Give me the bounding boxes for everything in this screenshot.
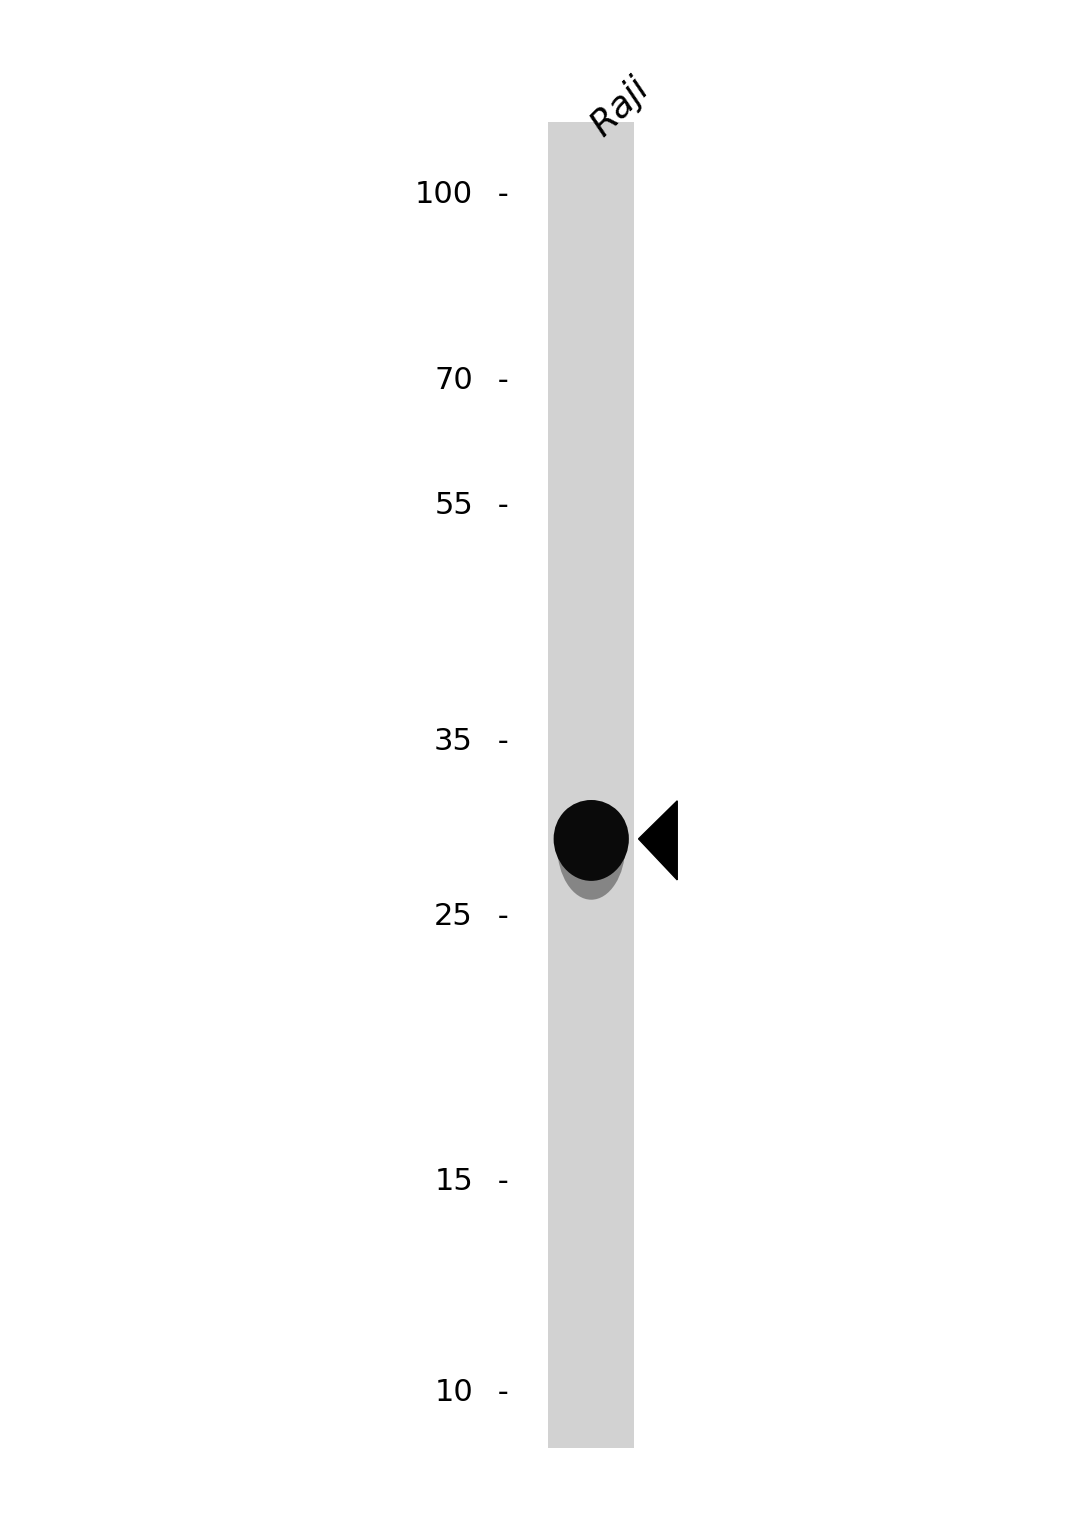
Text: 35: 35 [434,727,473,756]
Text: -: - [488,727,508,756]
Bar [548,122,634,1448]
Text: 55: 55 [434,491,473,520]
Text: -: - [488,366,508,395]
Text: 100: 100 [415,180,473,209]
Ellipse shape [558,800,626,899]
Text: -: - [488,180,508,209]
Text: 10: 10 [434,1379,473,1408]
Text: -: - [488,902,508,931]
Polygon shape [639,800,677,879]
Text: -: - [488,1379,508,1408]
Text: 25: 25 [434,902,473,931]
Text: -: - [488,1167,508,1196]
Text: -: - [488,491,508,520]
Text: Raji: Raji [585,72,656,143]
Ellipse shape [554,800,629,881]
Text: 70: 70 [434,366,473,395]
Text: 15: 15 [434,1167,473,1196]
